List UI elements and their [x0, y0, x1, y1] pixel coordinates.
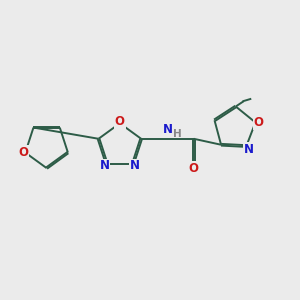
Text: O: O: [189, 162, 199, 175]
Text: N: N: [130, 160, 140, 172]
Text: H: H: [172, 130, 181, 140]
Text: N: N: [244, 143, 254, 156]
Text: O: O: [254, 116, 264, 129]
Text: N: N: [163, 123, 173, 136]
Text: O: O: [18, 146, 28, 159]
Text: O: O: [115, 115, 125, 128]
Text: N: N: [100, 160, 110, 172]
